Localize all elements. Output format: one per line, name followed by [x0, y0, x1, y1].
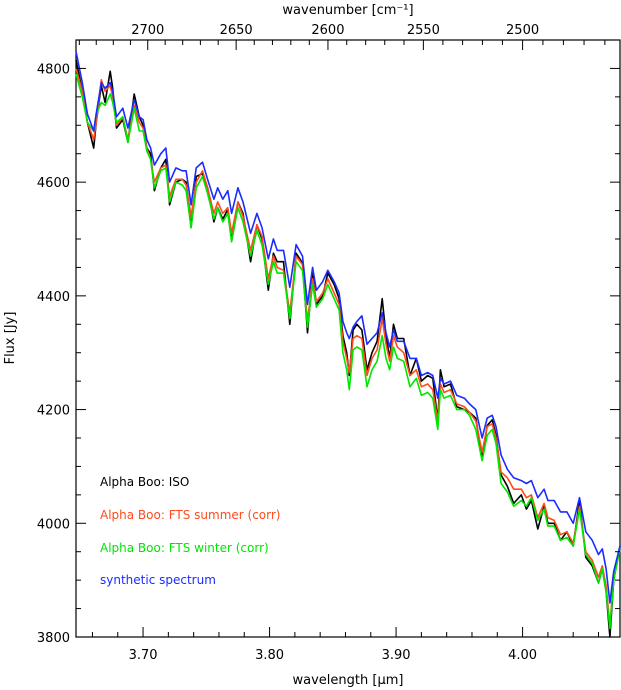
- legend-label-synthetic: synthetic spectrum: [100, 573, 216, 587]
- top-tick-label: 2650: [220, 23, 253, 38]
- series-fts-winter-line: [75, 73, 621, 630]
- x2-axis-title: wavenumber [cm⁻¹]: [282, 3, 413, 18]
- y-tick-label: 4200: [37, 404, 70, 419]
- top-tick-label: 2700: [131, 23, 164, 38]
- y-tick-label: 4800: [37, 62, 70, 77]
- x-tick-label: 3.90: [382, 648, 411, 663]
- y-tick-label: 4400: [37, 290, 70, 305]
- x-axis-title: wavelength [μm]: [293, 673, 404, 688]
- top-tick-label: 2600: [311, 23, 344, 38]
- y-axis-title: Flux [Jy]: [3, 312, 18, 365]
- legend-label-iso: Alpha Boo: ISO: [100, 475, 189, 489]
- x-tick-label: 3.70: [129, 648, 158, 663]
- plot-frame: [75, 39, 621, 638]
- x-tick-label: 3.80: [255, 648, 284, 663]
- y-tick-label: 4000: [37, 517, 70, 532]
- legend-label-fts-summer: Alpha Boo: FTS summer (corr): [100, 508, 281, 522]
- top-tick-label: 2500: [506, 23, 539, 38]
- series-synthetic-line: [75, 51, 621, 604]
- series-layer: [75, 51, 621, 638]
- legend-label-fts-winter: Alpha Boo: FTS winter (corr): [100, 541, 269, 555]
- y-tick-label: 3800: [37, 631, 70, 646]
- y-tick-label: 4600: [37, 176, 70, 191]
- top-tick-label: 2550: [407, 23, 440, 38]
- x-tick-label: 4.00: [508, 648, 537, 663]
- legend: Alpha Boo: ISO Alpha Boo: FTS summer (co…: [100, 475, 281, 587]
- series-fts-summer-line: [75, 68, 621, 627]
- ticks-layer: 3.70 3.80 3.90 4.00 3800 4000 4200 4400 4600 4800…: [37, 23, 620, 663]
